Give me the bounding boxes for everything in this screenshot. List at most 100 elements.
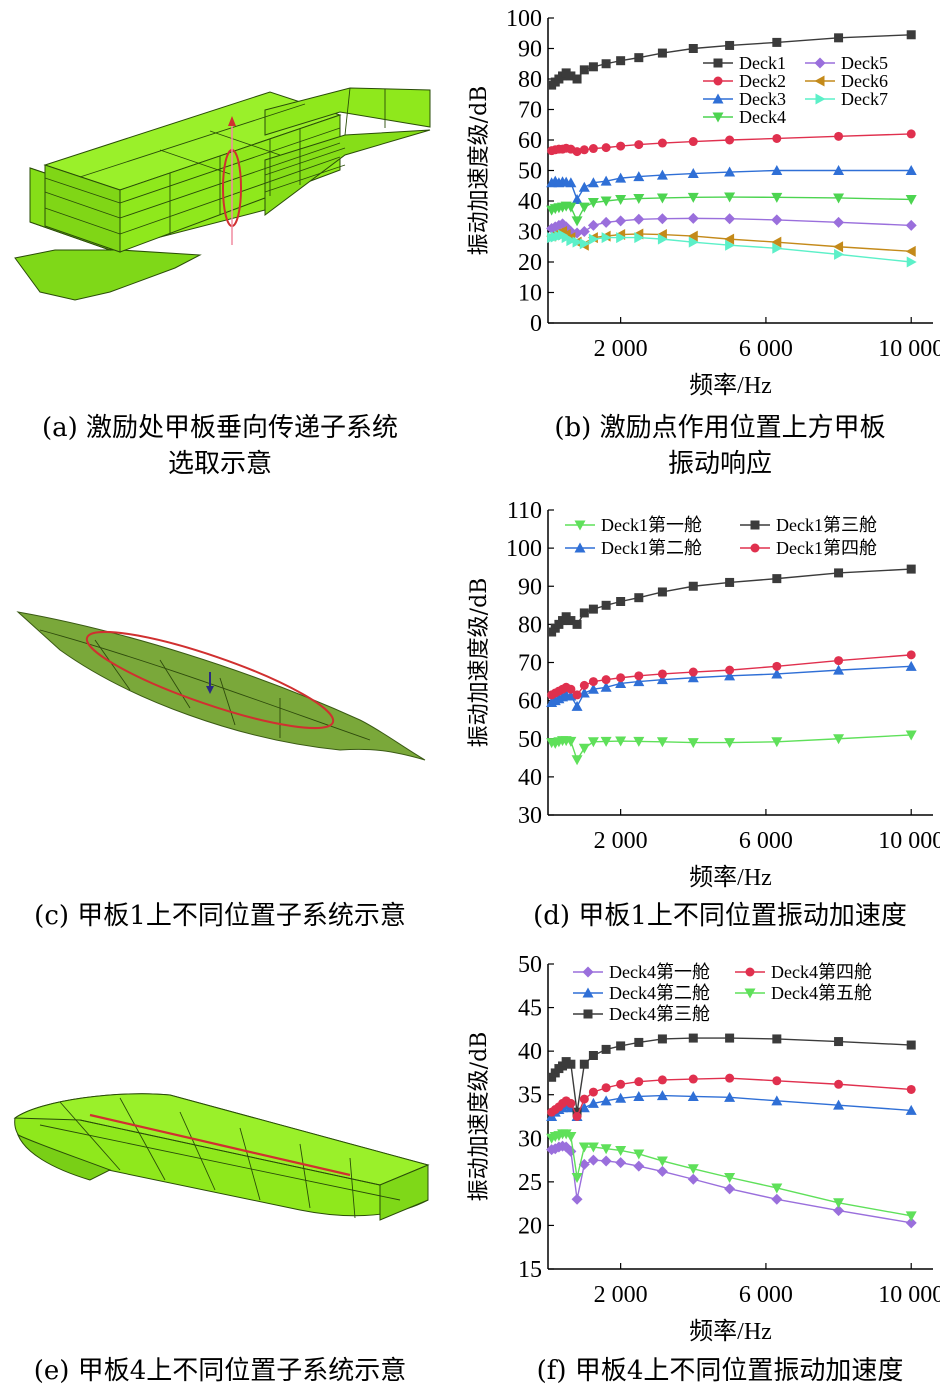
data-point (587, 177, 599, 188)
data-point (771, 1183, 783, 1194)
data-point (724, 166, 736, 177)
caption-d: (d) 甲板1上不同位置振动加速度 (500, 898, 940, 934)
y-tick-label: 45 (518, 996, 542, 1022)
x-tick-label: 2 000 (594, 336, 648, 362)
data-point (724, 670, 736, 681)
data-point (616, 1041, 626, 1051)
data-point (572, 236, 583, 248)
y-tick-label: 90 (518, 574, 542, 600)
y-tick-label: 60 (518, 128, 542, 154)
data-point (587, 1097, 599, 1108)
data-point (565, 1145, 577, 1157)
legend-label: Deck3 (739, 89, 786, 109)
legend-marker (582, 987, 594, 998)
data-point (615, 215, 627, 227)
data-point (560, 1141, 572, 1153)
legend-label: Deck1 (739, 53, 786, 73)
data-point (615, 1157, 627, 1169)
data-point (656, 213, 668, 225)
data-point (578, 1102, 590, 1113)
series-3 (547, 1073, 916, 1121)
data-point (579, 65, 589, 75)
data-point (588, 1051, 598, 1060)
legend-label: Deck4第三舱 (609, 1004, 710, 1024)
chart-d-deck1-positions: 30 40 50 60 70 80 90 100 110 2 000 6 000 10 000 频率/H… (467, 498, 940, 891)
data-point (833, 734, 845, 745)
data-point (579, 238, 590, 250)
series-3 (546, 192, 917, 227)
y-tick-label: 90 (518, 37, 542, 63)
data-point (615, 194, 627, 205)
data-point (579, 680, 589, 690)
data-point (833, 1099, 845, 1110)
legend-label: Deck7 (841, 89, 888, 109)
data-point (688, 1033, 698, 1043)
y-tick-label: 110 (507, 498, 542, 524)
data-point (601, 1044, 611, 1054)
data-point (906, 30, 916, 40)
data-point (905, 1211, 917, 1222)
data-point (633, 213, 645, 225)
data-point (724, 1173, 736, 1183)
x-axis-label: 频率/Hz (689, 372, 772, 399)
data-point (834, 131, 844, 141)
data-point (724, 1183, 736, 1195)
data-point (587, 1142, 599, 1153)
data-point (724, 233, 735, 245)
data-point (906, 650, 916, 660)
y-tick-label: 100 (506, 6, 542, 32)
data-point (633, 194, 645, 205)
legend-label: Deck4 (739, 107, 786, 127)
data-point (834, 1079, 844, 1089)
data-point (600, 196, 612, 207)
data-point (633, 1149, 645, 1160)
legend-label: Deck1第一舱 (601, 515, 702, 535)
data-point (905, 1217, 917, 1229)
y-tick-label: 10 (518, 281, 542, 307)
caption-a-line2: 选取示意 (167, 449, 272, 479)
y-tick-label: 70 (518, 651, 542, 677)
data-point (833, 216, 845, 228)
x-tick-label: 6 000 (739, 828, 793, 854)
data-point (687, 230, 698, 242)
data-point (571, 1173, 583, 1183)
data-point (634, 53, 644, 63)
caption-c-line1: (c) 甲板1上不同位置子系统示意 (34, 901, 406, 931)
data-point (600, 1095, 612, 1106)
data-point (588, 233, 599, 245)
data-point (600, 175, 612, 186)
caption-a: (a) 激励处甲板垂向传递子系统 选取示意 (0, 410, 440, 482)
figure-c-deck-plate (0, 590, 445, 790)
x-tick-label: 2 000 (594, 828, 648, 854)
data-point (656, 1090, 668, 1101)
x-tick-label: 6 000 (739, 336, 793, 362)
caption-f-line1: (f) 甲板4上不同位置振动加速度 (536, 1356, 904, 1386)
data-point (615, 1145, 627, 1156)
y-tick-label: 50 (518, 727, 542, 753)
data-point (588, 677, 598, 687)
data-point (687, 212, 699, 224)
x-tick-label: 10 000 (878, 1282, 940, 1308)
data-point (688, 44, 698, 53)
series-1 (547, 129, 916, 157)
data-point (657, 669, 667, 679)
data-point (578, 226, 590, 237)
data-point (615, 1092, 627, 1103)
data-point (657, 587, 667, 597)
legend-label: Deck1第四舱 (776, 538, 877, 558)
data-point (833, 1198, 845, 1209)
x-axis-label: 频率/Hz (689, 864, 772, 891)
data-point (587, 683, 599, 694)
data-point (572, 74, 582, 84)
data-point (571, 755, 583, 766)
data-point (657, 1034, 667, 1044)
data-point (772, 661, 782, 671)
data-point (587, 737, 599, 748)
data-point (633, 736, 645, 747)
data-point (834, 248, 845, 260)
data-point (905, 194, 917, 205)
data-point (565, 736, 577, 747)
data-point (771, 214, 783, 226)
chart-b-deck-response: 0 10 20 30 40 50 60 70 80 90 100 2 000 6 000 10 000 频率… (467, 6, 940, 399)
